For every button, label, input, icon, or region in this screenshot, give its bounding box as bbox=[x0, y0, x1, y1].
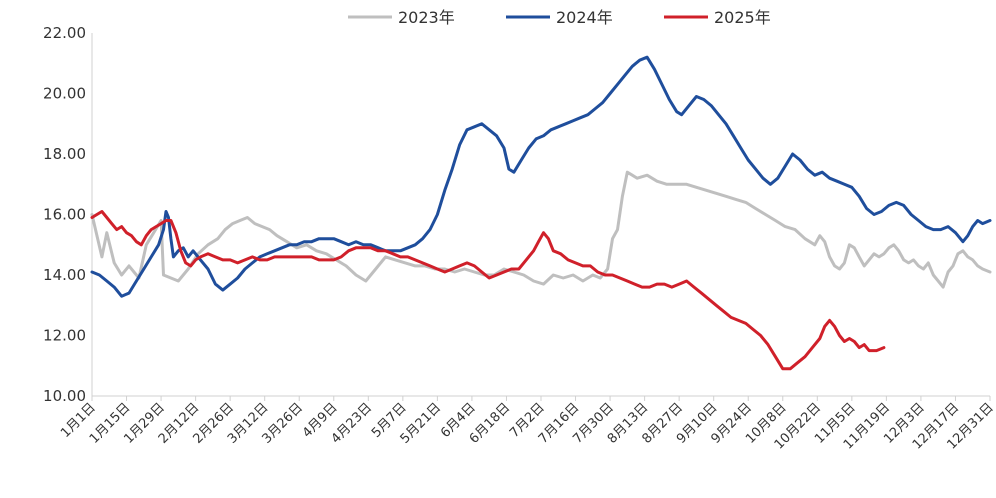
y-tick-label: 18.00 bbox=[43, 145, 86, 163]
series-line-3 bbox=[90, 210, 886, 371]
y-axis: 10.00 12.00 14.00 16.00 18.00 20.00 22.00 bbox=[43, 24, 93, 405]
y-tick-label: 12.00 bbox=[43, 327, 86, 345]
legend-label: 2025年 bbox=[714, 8, 771, 27]
series-line-2 bbox=[90, 55, 992, 298]
legend-label: 2024年 bbox=[556, 8, 613, 27]
series-line-1 bbox=[90, 170, 992, 289]
x-axis: 1月1日1月15日1月29日2月12日2月26日3月12日3月26日4月9日4月… bbox=[58, 395, 996, 453]
y-tick-label: 20.00 bbox=[43, 85, 86, 103]
series-group bbox=[90, 55, 992, 371]
y-tick-label: 14.00 bbox=[43, 266, 86, 284]
legend: 2023年 2024年 2025年 bbox=[348, 8, 771, 27]
legend-label: 2023年 bbox=[398, 8, 455, 27]
y-tick-label: 22.00 bbox=[43, 24, 86, 42]
y-tick-label: 10.00 bbox=[43, 387, 86, 405]
y-tick-label: 16.00 bbox=[43, 206, 86, 224]
